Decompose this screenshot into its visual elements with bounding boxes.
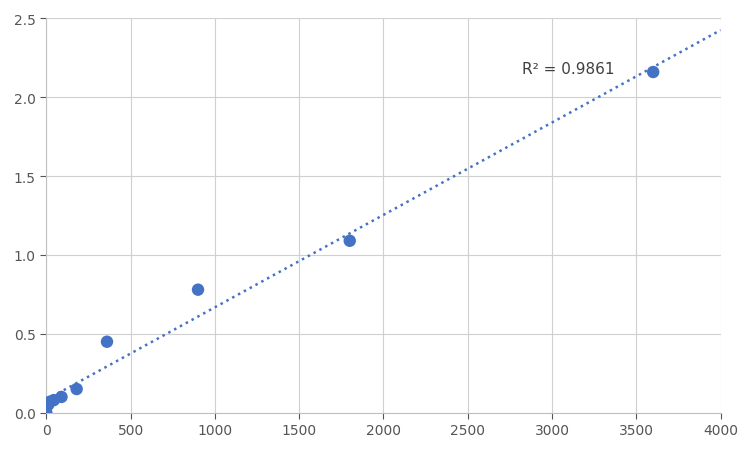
Text: R² = 0.9861: R² = 0.9861 [522, 62, 614, 77]
Point [647, 69, 660, 77]
Point [344, 238, 356, 245]
Point [41, 409, 53, 416]
Point [101, 338, 113, 345]
Point [192, 286, 204, 294]
Point [48, 396, 60, 404]
Point [42, 401, 54, 409]
Point [71, 386, 83, 393]
Point [56, 393, 68, 400]
Point [44, 398, 56, 405]
